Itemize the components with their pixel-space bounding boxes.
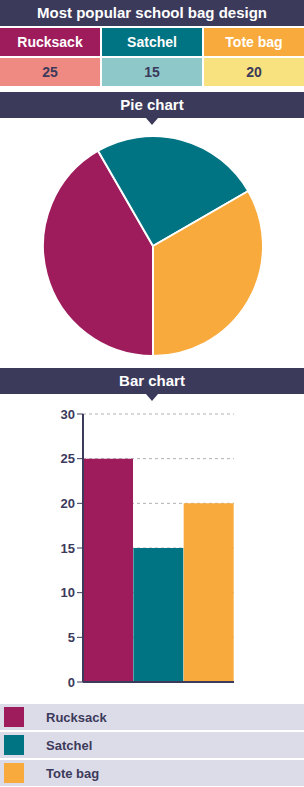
html-text:Pie chart: Pie chart — [120, 96, 184, 113]
html-text:Satchel: Satchel — [46, 737, 93, 753]
html-text:Satchel: Satchel — [127, 34, 177, 50]
html-text:15: 15 — [144, 64, 160, 80]
html-text:Tote bag: Tote bag — [46, 765, 100, 781]
html-text:Rucksack: Rucksack — [46, 709, 107, 725]
html-text:25: 25 — [42, 64, 58, 80]
html-text:Rucksack: Rucksack — [17, 34, 83, 50]
svg-text:30: 30 — [61, 407, 75, 422]
html-text:20: 20 — [246, 64, 262, 80]
html-text:Bar chart: Bar chart — [119, 372, 185, 389]
svg-text:15: 15 — [61, 541, 75, 556]
svg-text:10: 10 — [61, 585, 75, 600]
svg-text:20: 20 — [61, 496, 75, 511]
svg-text:0: 0 — [68, 675, 75, 690]
svg-text:5: 5 — [68, 630, 75, 645]
html-text:Most popular school bag design: Most popular school bag design — [37, 4, 267, 21]
html-text:Tote bag: Tote bag — [225, 34, 283, 50]
svg-text:25: 25 — [61, 451, 75, 466]
